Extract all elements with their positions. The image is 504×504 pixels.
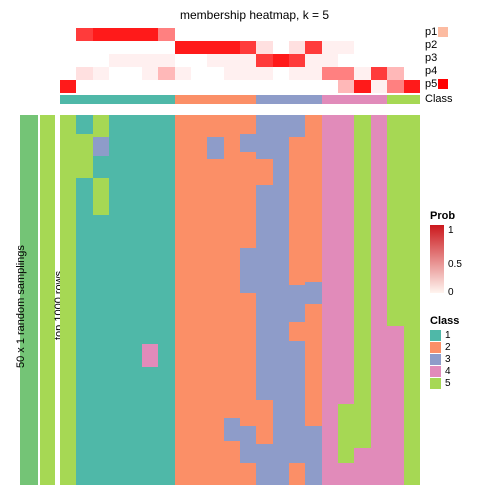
class-label: 1 xyxy=(445,330,451,341)
heatmap-col-10 xyxy=(224,115,240,485)
prob-tick: 0.5 xyxy=(448,259,462,270)
heatmap-col-1 xyxy=(76,115,92,485)
class-legend-title: Class xyxy=(430,315,490,327)
chart-title: membership heatmap, k = 5 xyxy=(180,8,329,22)
prob-label-p3: p3 xyxy=(425,52,437,64)
heatmap-col-7 xyxy=(175,115,191,485)
heatmap-col-15 xyxy=(305,115,321,485)
class-label: 5 xyxy=(445,378,451,389)
prob-row-p3 xyxy=(60,54,420,67)
heatmap-col-13 xyxy=(273,115,289,485)
prob-gradient: 10.50 xyxy=(430,225,444,293)
heatmap-col-3 xyxy=(109,115,125,485)
prob-legend: Prob 10.50 xyxy=(430,210,490,293)
heatmap-col-5 xyxy=(142,115,158,485)
class-strip-label: Class xyxy=(425,93,453,105)
heatmap-col-2 xyxy=(93,115,109,485)
class-label: 2 xyxy=(445,342,451,353)
class-strip xyxy=(60,95,420,104)
class-legend-item-3: 3 xyxy=(430,354,490,365)
prob-row-p2 xyxy=(60,41,420,54)
class-swatch xyxy=(430,366,441,377)
class-label: 4 xyxy=(445,366,451,377)
class-swatch xyxy=(430,330,441,341)
prob-label-p1: p1 xyxy=(425,26,437,38)
class-legend-item-2: 2 xyxy=(430,342,490,353)
heatmap-col-19 xyxy=(371,115,387,485)
prob-label-p4: p4 xyxy=(425,65,437,77)
heatmap-col-17 xyxy=(338,115,354,485)
heatmap-col-6 xyxy=(158,115,174,485)
main-heatmap xyxy=(60,115,420,485)
heatmap-col-16 xyxy=(322,115,338,485)
heatmap-col-12 xyxy=(256,115,272,485)
class-swatch xyxy=(430,378,441,389)
probability-annotation xyxy=(60,28,420,93)
prob-row-p4 xyxy=(60,67,420,80)
class-legend-item-1: 1 xyxy=(430,330,490,341)
prob-label-p2: p2 xyxy=(425,39,437,51)
heatmap-col-14 xyxy=(289,115,305,485)
heatmap-col-21 xyxy=(404,115,420,485)
heatmap-col-4 xyxy=(125,115,141,485)
prob-row-p5 xyxy=(60,80,420,93)
prob-label-p5: p5 xyxy=(425,78,437,90)
class-swatch xyxy=(430,354,441,365)
prob-row-p1 xyxy=(60,28,420,41)
heatmap-col-11 xyxy=(240,115,256,485)
class-legend: Class 12345 xyxy=(430,315,490,390)
sampling-label: 50 x 1 random samplings xyxy=(15,245,27,368)
class-legend-item-5: 5 xyxy=(430,378,490,389)
p1-legend-swatch xyxy=(438,27,448,37)
heatmap-col-8 xyxy=(191,115,207,485)
prob-legend-title: Prob xyxy=(430,210,490,222)
prob-tick: 1 xyxy=(448,225,454,236)
heatmap-col-0 xyxy=(60,115,76,485)
p5-legend-swatch xyxy=(438,79,448,89)
heatmap-col-18 xyxy=(354,115,370,485)
prob-tick: 0 xyxy=(448,287,454,298)
class-legend-item-4: 4 xyxy=(430,366,490,377)
class-swatch xyxy=(430,342,441,353)
heatmap-col-9 xyxy=(207,115,223,485)
heatmap-col-20 xyxy=(387,115,403,485)
class-label: 3 xyxy=(445,354,451,365)
